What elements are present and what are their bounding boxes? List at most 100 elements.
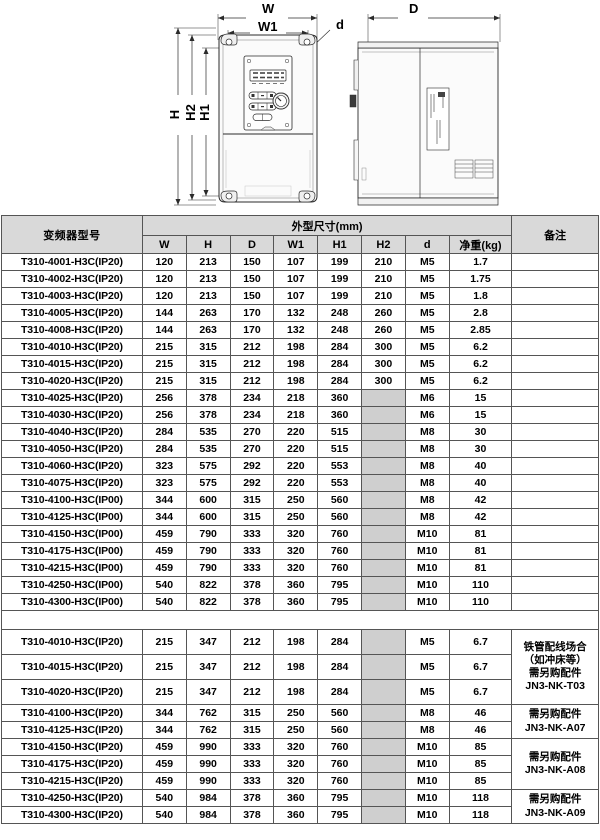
cell-h1: 760	[317, 559, 363, 577]
cell-model: T310-4125-H3C(IP20)	[1, 721, 143, 739]
cell-w1: 320	[273, 755, 319, 773]
cell-w1: 220	[273, 457, 319, 475]
cell-w1: 250	[273, 721, 319, 739]
cell-w: 215	[141, 679, 187, 705]
cell-w: 120	[141, 287, 187, 305]
cell-h1: 760	[317, 755, 363, 773]
remark-line: JN3-NK-A09	[524, 806, 586, 819]
cell-d: 333	[229, 738, 275, 756]
cell-h2	[361, 457, 406, 475]
cell-screw: M8	[404, 440, 450, 458]
cell-h: 213	[185, 287, 231, 305]
cell-model: T310-4075-H3C(IP20)	[1, 474, 143, 492]
cell-h2: 300	[361, 372, 406, 390]
drawing-svg	[174, 14, 501, 206]
cell-h2	[361, 679, 406, 705]
cell-w1: 198	[273, 654, 319, 680]
cell-h: 315	[185, 372, 231, 390]
table-row: T310-4010-H3C(IP20) 215 315 212 198 284 300 M5 6…	[1, 338, 599, 356]
cell-h2	[361, 629, 406, 655]
table-row: T310-4015-H3C(IP20) 215 347 212 198 284 M5 6.7	[1, 654, 599, 680]
cell-remark	[511, 542, 599, 560]
cell-remark: 需另购配件 JN3-NK-A08	[511, 738, 599, 790]
table-header: 变频器型号 外型尺寸(mm) 备注 W H D W1 H1 H2 d 净重(kg…	[1, 215, 599, 254]
cell-h2	[361, 738, 406, 756]
cell-h1: 199	[317, 270, 363, 288]
cell-d: 150	[229, 287, 275, 305]
cell-h: 762	[185, 704, 231, 722]
cell-w1: 218	[273, 389, 319, 407]
cell-w: 540	[141, 789, 187, 807]
cell-d: 212	[229, 355, 275, 373]
cell-model: T310-4250-H3C(IP00)	[1, 576, 143, 594]
cell-h1: 560	[317, 721, 363, 739]
cell-d: 315	[229, 491, 275, 509]
cell-weight: 2.85	[448, 321, 513, 339]
cell-h2	[361, 593, 406, 611]
header-model: 变频器型号	[1, 215, 143, 254]
cell-weight: 6.7	[448, 679, 513, 705]
cell-w1: 360	[273, 576, 319, 594]
remark-line: JN3-NK-A07	[524, 721, 586, 734]
cell-model: T310-4100-H3C(IP00)	[1, 491, 143, 509]
cell-model: T310-4020-H3C(IP20)	[1, 372, 143, 390]
cell-d: 150	[229, 253, 275, 271]
cell-screw: M5	[404, 287, 450, 305]
cell-h1: 515	[317, 440, 363, 458]
cell-weight: 1.8	[448, 287, 513, 305]
cell-h2	[361, 576, 406, 594]
table-row: T310-4125-H3C(IP20) 344 762 315 250 560 M8 46	[1, 721, 599, 739]
cell-model: T310-4010-H3C(IP20)	[1, 338, 143, 356]
table-row: T310-4215-H3C(IP00) 459 790 333 320 760 M10 81	[1, 559, 599, 577]
cell-screw: M6	[404, 389, 450, 407]
cell-h: 347	[185, 629, 231, 655]
cell-d: 378	[229, 789, 275, 807]
cell-d: 333	[229, 772, 275, 790]
header-h1: H1	[317, 235, 363, 254]
cell-h2	[361, 389, 406, 407]
cell-w1: 320	[273, 559, 319, 577]
header-d-screw: d	[404, 235, 450, 254]
cell-model: T310-4125-H3C(IP00)	[1, 508, 143, 526]
cell-weight: 30	[448, 423, 513, 441]
dim-label-d-hole: d	[336, 17, 344, 32]
cell-weight: 81	[448, 559, 513, 577]
cell-remark	[511, 321, 599, 339]
cell-screw: M5	[404, 304, 450, 322]
cell-remark	[511, 304, 599, 322]
cell-model: T310-4003-H3C(IP20)	[1, 287, 143, 305]
cell-w1: 220	[273, 474, 319, 492]
cell-w: 459	[141, 542, 187, 560]
remark-line: JN3-NK-A08	[524, 764, 586, 776]
cell-h: 790	[185, 559, 231, 577]
cell-remark	[511, 355, 599, 373]
cell-w1: 107	[273, 270, 319, 288]
cell-remark	[511, 389, 599, 407]
cell-screw: M5	[404, 338, 450, 356]
cell-weight: 118	[448, 806, 513, 824]
cell-weight: 40	[448, 474, 513, 492]
cell-h: 984	[185, 789, 231, 807]
cell-weight: 85	[448, 755, 513, 773]
cell-d: 315	[229, 721, 275, 739]
cell-weight: 6.7	[448, 654, 513, 680]
cell-d: 212	[229, 679, 275, 705]
cell-weight: 15	[448, 406, 513, 424]
cell-h2: 210	[361, 287, 406, 305]
cell-remark: 铁管配线场合 （如冲床等） 需另购配件 JN3-NK-T03	[511, 629, 599, 705]
table-row: T310-4002-H3C(IP20) 120 213 150 107 199 210 M5 1…	[1, 270, 599, 288]
cell-h: 263	[185, 304, 231, 322]
header-h2: H2	[361, 235, 406, 254]
cell-screw: M5	[404, 270, 450, 288]
cell-remark: 需另购配件 JN3-NK-A07	[511, 704, 599, 739]
cell-h2	[361, 806, 406, 824]
cell-w: 540	[141, 593, 187, 611]
cell-h1: 560	[317, 704, 363, 722]
cell-h2	[361, 491, 406, 509]
table-row: T310-4050-H3C(IP20) 284 535 270 220 515 M8 30	[1, 440, 599, 458]
cell-h: 535	[185, 423, 231, 441]
cell-model: T310-4050-H3C(IP20)	[1, 440, 143, 458]
cell-screw: M10	[404, 806, 450, 824]
cell-weight: 118	[448, 789, 513, 807]
table-spacer	[1, 610, 599, 630]
